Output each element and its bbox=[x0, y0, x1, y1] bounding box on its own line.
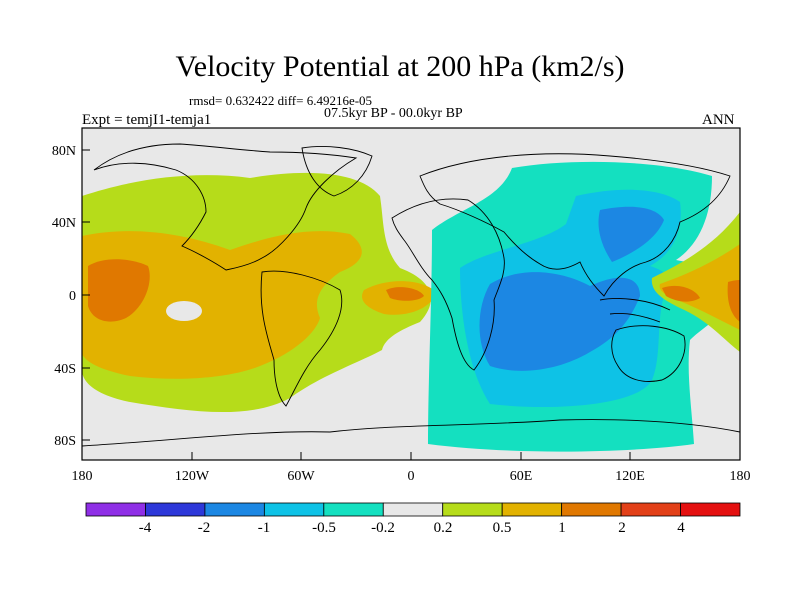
lat-label-0: 0 bbox=[69, 289, 76, 304]
colorbar-label: -2 bbox=[198, 520, 211, 536]
colorbar-box bbox=[145, 502, 206, 517]
colorbar-box bbox=[263, 502, 325, 517]
colorbar: -4 -2 -1 -0.5 -0.2 0.2 0.5 1 2 4 bbox=[85, 502, 741, 536]
lon-label-180e: 180 bbox=[730, 469, 751, 484]
colorbar-label: -0.2 bbox=[371, 520, 395, 536]
contour-fill-positive-1-pacific bbox=[662, 285, 700, 302]
colorbar-box bbox=[204, 502, 265, 517]
colorbar-box bbox=[561, 502, 622, 517]
latitude-labels: 80N 40N 0 40S 80S bbox=[52, 144, 76, 449]
lon-label-60e: 60E bbox=[510, 469, 533, 484]
colorbar-labels: -4 -2 -1 -0.5 -0.2 0.2 0.5 1 2 4 bbox=[139, 520, 686, 536]
contour-fill-negative-1 bbox=[479, 272, 640, 371]
lon-label-60w: 60W bbox=[287, 469, 315, 484]
indonesia-coast bbox=[599, 298, 671, 323]
lat-label-40n: 40N bbox=[52, 216, 76, 231]
contour-fill-positive-0.5-pacific bbox=[659, 244, 740, 330]
contour-fill-low-center bbox=[166, 301, 202, 321]
axis-ticks bbox=[81, 149, 741, 460]
eurasia-coast bbox=[419, 153, 731, 297]
south-america-coast bbox=[260, 270, 343, 407]
colorbar-label: -0.5 bbox=[312, 520, 336, 536]
colorbar-label: -4 bbox=[139, 520, 152, 536]
map-panel bbox=[81, 127, 741, 461]
longitude-labels: 180 120W 60W 0 60E 120E 180 bbox=[72, 469, 751, 484]
colorbar-label: 0.2 bbox=[434, 520, 453, 536]
coastlines bbox=[82, 143, 740, 447]
antarctica-coast bbox=[82, 419, 740, 447]
lon-label-0: 0 bbox=[408, 469, 415, 484]
contour-fill-negative-1-north bbox=[598, 206, 664, 262]
colorbar-boxes bbox=[85, 502, 741, 517]
greenland-coast bbox=[301, 146, 373, 197]
contour-fill-positive-1 bbox=[88, 259, 150, 322]
lat-label-80n: 80N bbox=[52, 144, 76, 159]
colorbar-label: 0.5 bbox=[493, 520, 512, 536]
contour-fill-positive-1-atlantic bbox=[386, 287, 424, 301]
stats-line: rmsd= 0.632422 diff= 6.49216e-05 bbox=[189, 93, 373, 108]
colorbar-box bbox=[382, 502, 444, 517]
colorbar-label: -1 bbox=[258, 520, 271, 536]
colorbar-box bbox=[323, 502, 384, 517]
europe-africa-coast bbox=[391, 198, 505, 371]
lat-label-80s: 80S bbox=[54, 434, 76, 449]
north-america-coast bbox=[93, 143, 358, 271]
colorbar-label: 2 bbox=[618, 520, 626, 536]
colorbar-box bbox=[620, 502, 681, 517]
period-label: 07.5kyr BP - 00.0kyr BP bbox=[324, 106, 463, 121]
contour-fill-positive-1-dateline bbox=[727, 280, 740, 322]
lon-label-180w: 180 bbox=[72, 469, 93, 484]
season-label: ANN bbox=[702, 112, 735, 128]
lat-label-40s: 40S bbox=[54, 362, 76, 377]
colorbar-box bbox=[85, 502, 146, 517]
colorbar-box bbox=[501, 502, 563, 517]
map-title: Velocity Potential at 200 hPa (km2/s) bbox=[175, 50, 625, 83]
contour-fill-positive-0.5 bbox=[82, 231, 362, 379]
colorbar-label: 4 bbox=[677, 520, 685, 536]
lon-label-120e: 120E bbox=[615, 469, 645, 484]
colorbar-box bbox=[680, 502, 741, 517]
lon-label-120w: 120W bbox=[175, 469, 210, 484]
contour-fields bbox=[82, 143, 740, 452]
experiment-label: Expt = temjI1-temja1 bbox=[82, 112, 212, 128]
colorbar-label: 1 bbox=[558, 520, 566, 536]
australia-coast bbox=[611, 325, 686, 382]
colorbar-box bbox=[442, 502, 503, 517]
